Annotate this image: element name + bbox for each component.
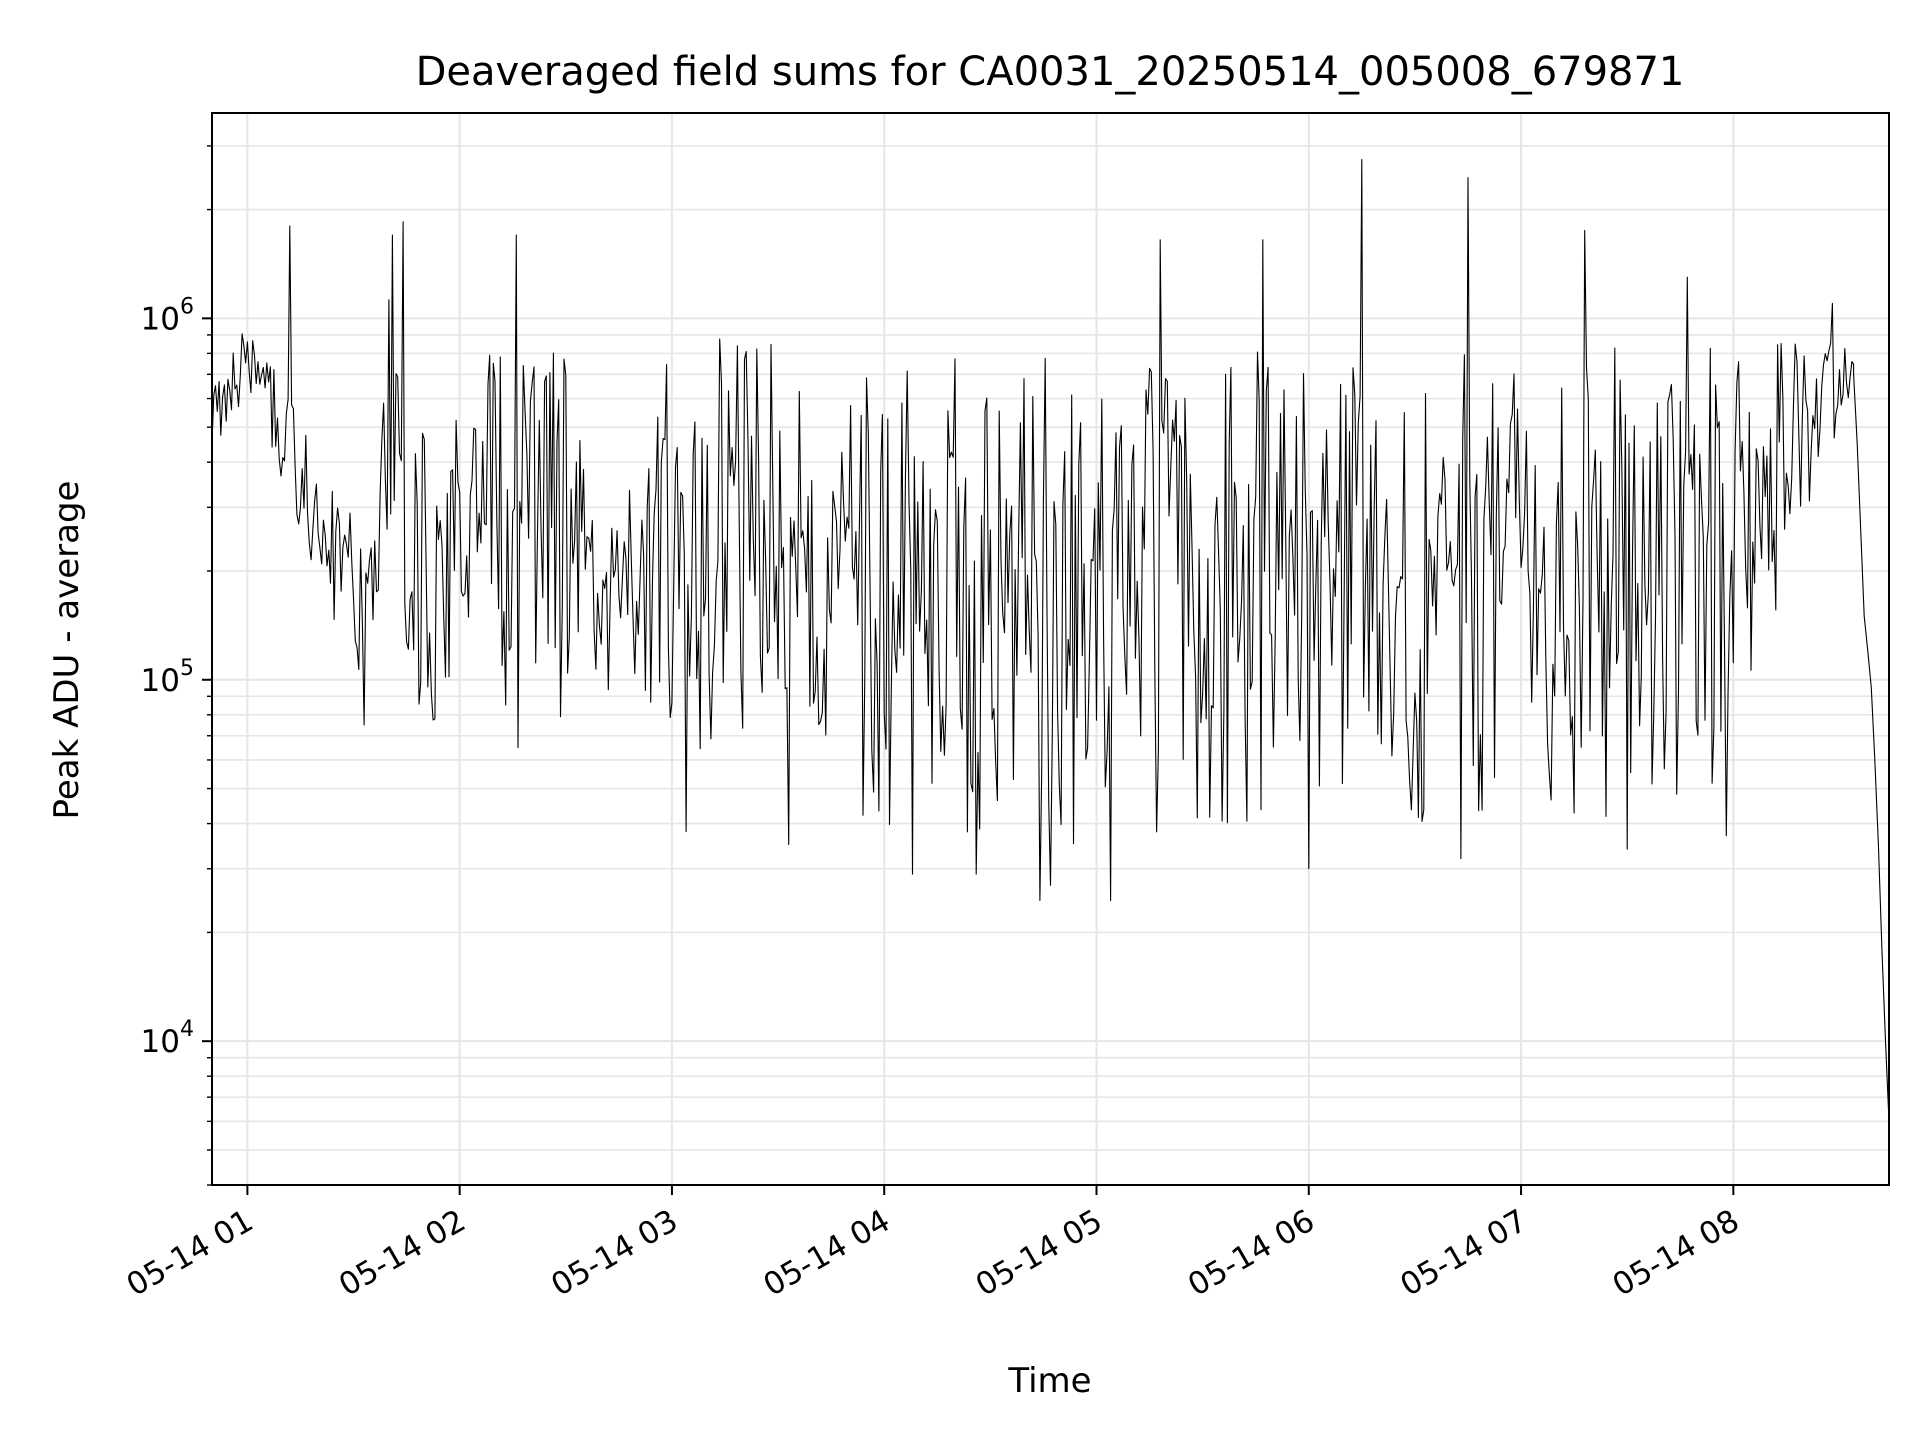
y-tick-label: 104 bbox=[141, 1017, 194, 1060]
minor-gridlines bbox=[212, 145, 1889, 1186]
y-axis-title: Peak ADU - average bbox=[47, 481, 87, 820]
y-tick-exponent: 6 bbox=[180, 294, 194, 319]
y-tick-exponent: 4 bbox=[180, 1017, 194, 1042]
series-line bbox=[211, 159, 1890, 1122]
y-tick-exponent: 5 bbox=[180, 656, 194, 681]
x-axis-title: Time bbox=[1007, 1361, 1091, 1401]
data-series bbox=[211, 159, 1890, 1122]
plot-frame bbox=[211, 112, 1890, 1186]
chart-title: Deaveraged field sums for CA0031_2025051… bbox=[416, 49, 1685, 95]
y-tick-label: 105 bbox=[141, 656, 194, 699]
